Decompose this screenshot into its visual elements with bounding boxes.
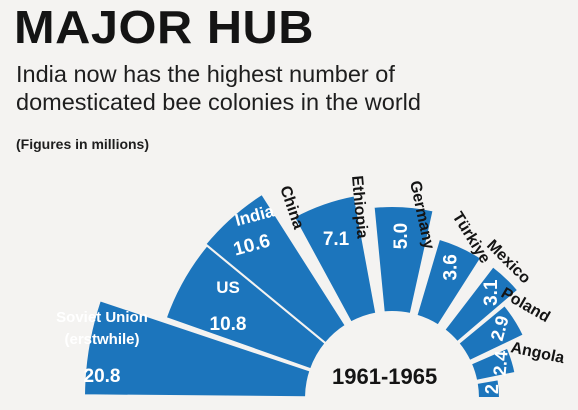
bar-segment — [372, 205, 435, 316]
chart-subtitle: India now has the highest number of dome… — [16, 61, 421, 115]
chart-title: MAJOR HUB — [14, 1, 315, 53]
bar-segment — [442, 264, 520, 344]
period-label: 1961-1965 — [332, 364, 438, 389]
category-label: Soviet Union (erstwhile) — [56, 309, 148, 348]
value-label: 7.1 — [323, 229, 350, 250]
category-label: Angola — [509, 339, 566, 367]
value-label: 3.1 — [481, 279, 502, 306]
bar-segment — [203, 192, 348, 345]
category-label: Ethiopia — [348, 175, 370, 239]
value-label: 5.0 — [391, 223, 412, 249]
bar-segment — [475, 378, 502, 399]
bar-segment — [415, 237, 483, 327]
units-note: (Figures in millions) — [16, 136, 150, 152]
bar-segment — [456, 303, 526, 363]
value-label: 2 — [482, 384, 502, 394]
bar-segment — [469, 346, 517, 383]
bar-segment — [83, 299, 312, 399]
value-label: 10.8 — [210, 314, 247, 335]
value-label: 20.8 — [84, 366, 121, 387]
bar-segment — [292, 194, 378, 324]
value-label: 2.4 — [490, 350, 512, 377]
value-label: 3.6 — [441, 254, 462, 280]
category-label: US — [216, 278, 240, 297]
